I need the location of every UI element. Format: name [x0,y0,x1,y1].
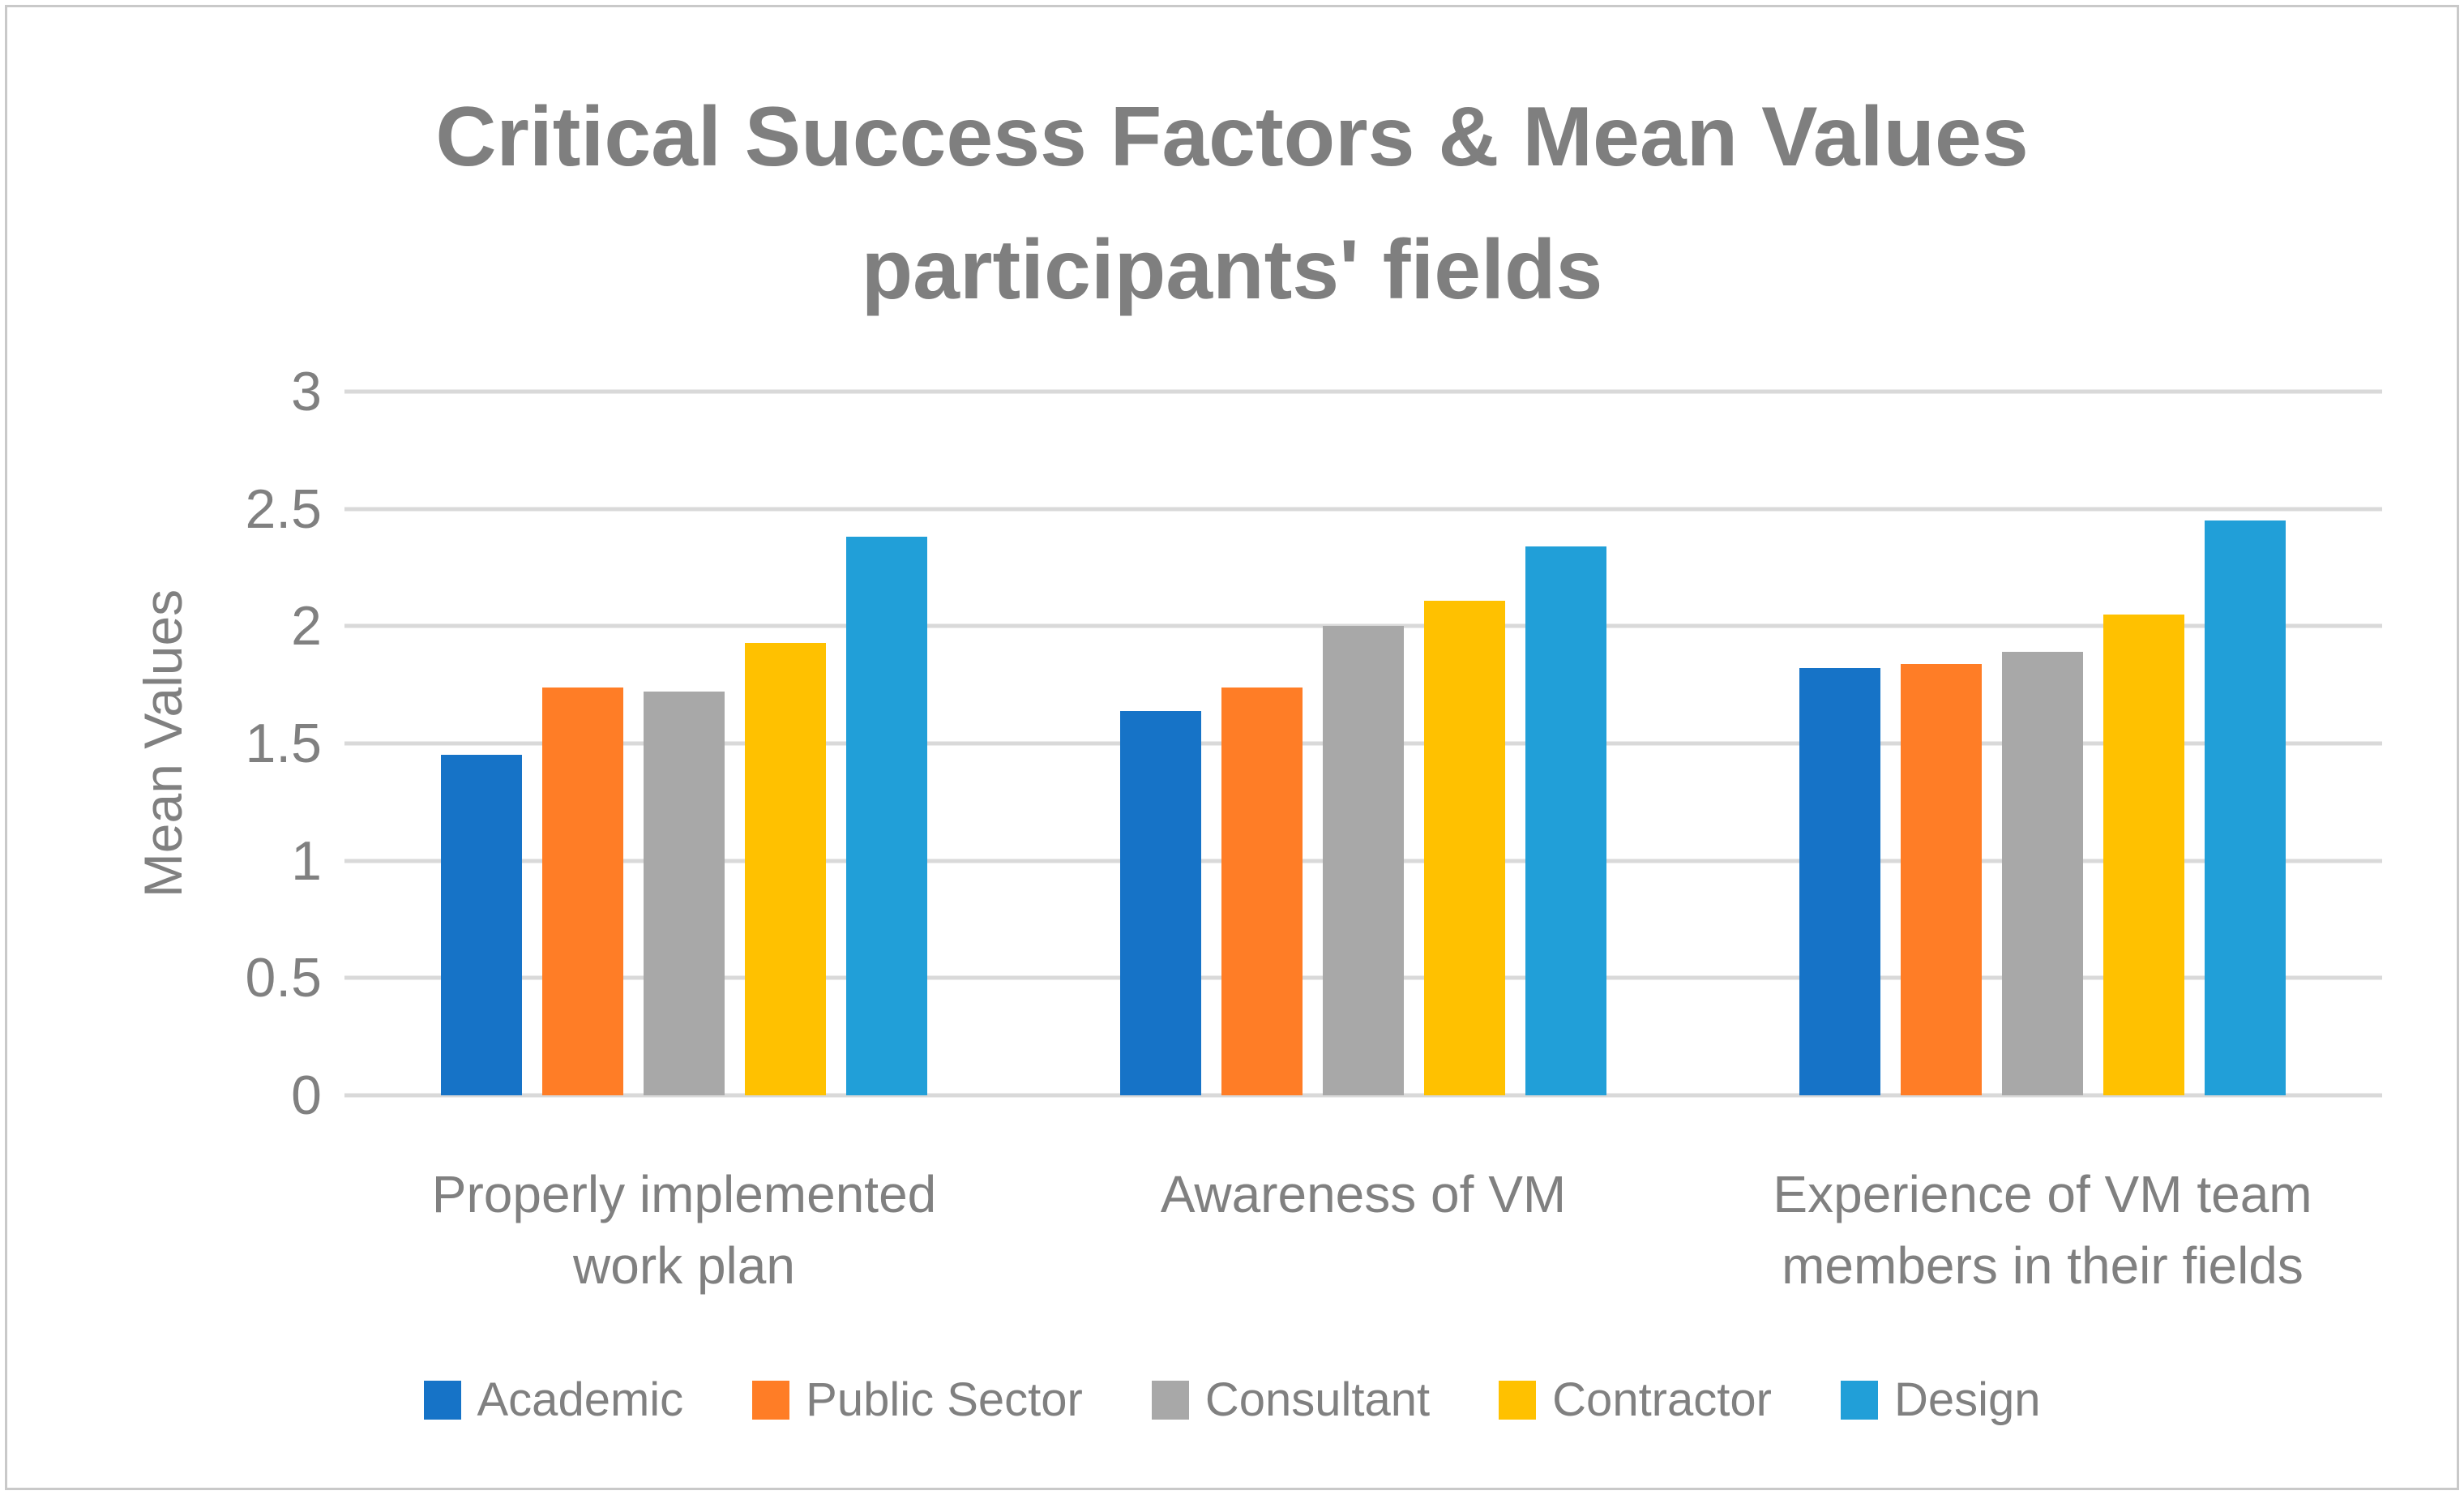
x-category-label-properly-implemented-work-plan: Properly implemented work plan [431,1165,937,1295]
plot-area [344,389,2382,1098]
bar-group-properly-implemented-work-plan [344,392,1024,1095]
chart-frame: Critical Success Factors & Mean Values p… [5,5,2459,1490]
y-axis-tick-labels: 3 2.5 2 1.5 1 0.5 0 [7,364,322,1123]
x-category-label-experience-of-vm-team-members-in-their-fields: Experience of VM team members in their f… [1773,1165,2312,1295]
legend-swatch-consultant [1151,1381,1189,1420]
x-category-label-awareness-of-vm: Awareness of VM [1160,1165,1567,1223]
legend-item-public-sector: Public Sector [752,1374,1083,1426]
bar-design-awareness-of-vm [1525,546,1606,1095]
gridline [344,623,2382,628]
legend-item-design: Design [1840,1373,2041,1426]
bar-group-experience-of-vm-team-members-in-their-fields [1703,392,2382,1095]
legend-swatch-academic [423,1381,461,1420]
chart-title-line-2: participants' fields [861,223,1603,317]
y-axis-tick: 3 [291,361,322,422]
y-axis-tick: 2.5 [245,478,322,540]
bar-consultant-experience-of-vm-team-members-in-their-fields [2002,652,2083,1095]
bar-group-awareness-of-vm [1024,392,1703,1095]
bar-academic-properly-implemented-work-plan [441,755,522,1095]
x-category-cell: Experience of VM team members in their f… [1703,1159,2382,1301]
bar-contractor-properly-implemented-work-plan [745,642,826,1095]
bar-public-sector-experience-of-vm-team-members-in-their-fields [1901,663,1982,1095]
legend: Academic Public Sector Consultant Contracto… [7,1360,2457,1441]
legend-label-contractor: Contractor [1552,1373,1772,1426]
x-category-cell: Properly implemented work plan [344,1159,1024,1301]
bar-public-sector-awareness-of-vm [1221,687,1303,1095]
legend-swatch-contractor [1499,1381,1537,1420]
legend-swatch-design [1840,1381,1878,1420]
y-axis-tick: 0.5 [245,947,322,1009]
gridline [344,1093,2382,1098]
bar-contractor-experience-of-vm-team-members-in-their-fields [2103,614,2184,1095]
legend-label-public-sector: Public Sector [806,1373,1083,1426]
y-axis-tick: 2 [291,595,322,658]
legend-item-consultant: Consultant [1151,1373,1431,1426]
legend-label-consultant: Consultant [1204,1373,1431,1426]
legend-item-academic: Academic [423,1373,684,1426]
y-axis-tick: 1 [291,829,322,892]
bar-contractor-awareness-of-vm [1424,600,1505,1095]
gridline [344,507,2382,512]
bar-public-sector-properly-implemented-work-plan [542,687,623,1095]
bar-groups [344,392,2382,1095]
y-axis-tick: 1.5 [245,713,322,774]
chart-title: Critical Success Factors & Mean Values p… [7,71,2457,336]
gridline [344,389,2382,394]
x-axis-category-labels: Properly implemented work plan Awareness … [344,1159,2382,1301]
y-axis-tick: 0 [291,1064,322,1126]
chart-title-line-1: Critical Success Factors & Mean Values [435,90,2029,184]
x-category-cell: Awareness of VM [1024,1159,1703,1301]
bar-consultant-awareness-of-vm [1323,626,1404,1095]
bar-consultant-properly-implemented-work-plan [644,692,725,1095]
legend-label-design: Design [1893,1373,2041,1426]
bar-design-experience-of-vm-team-members-in-their-fields [2205,520,2286,1095]
legend-swatch-public-sector [752,1381,790,1420]
legend-item-contractor: Contractor [1499,1374,1772,1426]
bar-academic-experience-of-vm-team-members-in-their-fields [1799,668,1880,1095]
legend-label-academic: Academic [477,1373,684,1426]
bar-design-properly-implemented-work-plan [846,537,927,1095]
bar-academic-awareness-of-vm [1120,710,1201,1095]
